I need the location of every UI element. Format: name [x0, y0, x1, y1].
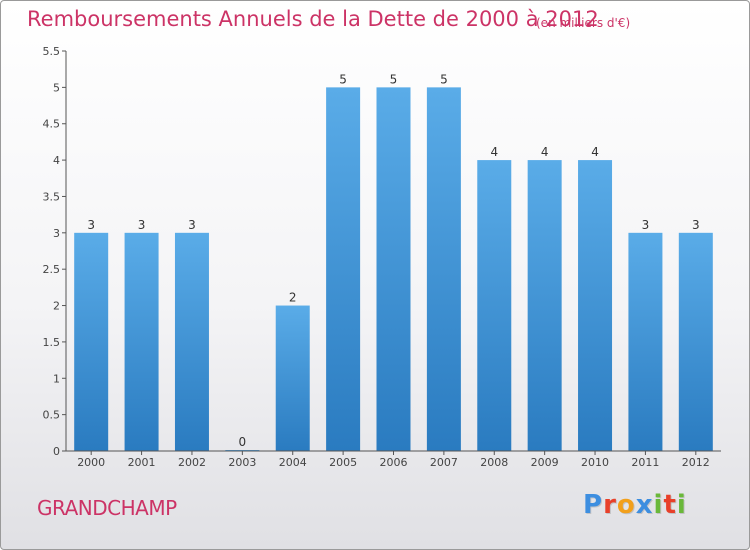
bar-2009: [527, 160, 562, 451]
data-label-2011: 3: [642, 218, 650, 232]
data-label-2008: 4: [490, 145, 498, 159]
bar-2006: [376, 87, 411, 451]
x-tick-label-2003: 2003: [228, 456, 256, 469]
y-tick-label: 3: [53, 227, 60, 240]
logo-letter: t: [663, 490, 677, 520]
data-label-2001: 3: [138, 218, 146, 232]
x-tick-label-2000: 2000: [77, 456, 105, 469]
x-tick-label-2007: 2007: [430, 456, 458, 469]
bar-2011: [628, 232, 663, 451]
bar-2001: [124, 232, 159, 451]
y-tick-label: 5: [53, 81, 60, 94]
unit-label: (en milliers d'€): [536, 16, 631, 30]
logo-letter: x: [635, 490, 654, 520]
data-label-2009: 4: [541, 145, 549, 159]
y-tick-label: 5.5: [43, 45, 61, 58]
data-label-2007: 5: [440, 72, 448, 86]
data-label-2002: 3: [188, 218, 196, 232]
data-label-2004: 2: [289, 291, 297, 305]
logo-letter: i: [676, 490, 687, 520]
data-label-2012: 3: [692, 218, 700, 232]
y-tick-label: 2.5: [43, 263, 61, 276]
bar-2010: [578, 160, 613, 451]
x-tick-label-2006: 2006: [380, 456, 408, 469]
bar-2005: [326, 87, 361, 451]
x-tick-label-2009: 2009: [531, 456, 559, 469]
x-tick-label-2012: 2012: [682, 456, 710, 469]
y-tick-label: 4: [53, 154, 60, 167]
bar-2012: [678, 232, 713, 451]
logo-letter: P: [583, 490, 604, 520]
y-tick-label: 4.5: [43, 118, 61, 131]
x-tick-label-2010: 2010: [581, 456, 609, 469]
bar-2000: [74, 232, 109, 451]
logo-letter: r: [603, 490, 617, 520]
data-label-2005: 5: [339, 72, 347, 86]
bar-2008: [477, 160, 512, 451]
x-tick-label-2008: 2008: [480, 456, 508, 469]
y-tick-label: 0: [53, 445, 60, 458]
y-tick-label: 3.5: [43, 190, 61, 203]
data-label-2003: 0: [239, 435, 247, 449]
y-tick-label: 2: [53, 300, 60, 313]
data-label-2010: 4: [591, 145, 599, 159]
x-tick-label-2005: 2005: [329, 456, 357, 469]
y-tick-label: 0.5: [43, 409, 61, 422]
bar-2004: [275, 305, 310, 451]
y-tick-label: 1: [53, 372, 60, 385]
x-tick-label-2001: 2001: [128, 456, 156, 469]
bar-2007: [426, 87, 461, 451]
logo-letter: o: [616, 490, 636, 520]
commune-name: GRANDCHAMP: [37, 496, 177, 520]
x-tick-label-2011: 2011: [631, 456, 659, 469]
x-tick-label-2004: 2004: [279, 456, 307, 469]
y-tick-label: 1.5: [43, 336, 61, 349]
data-label-2000: 3: [87, 218, 95, 232]
x-tick-label-2002: 2002: [178, 456, 206, 469]
data-label-2006: 5: [390, 72, 398, 86]
logo-letter: i: [653, 490, 664, 520]
proxiti-logo: Proxiti: [583, 490, 687, 520]
bar-2002: [174, 232, 209, 451]
chart-title: Remboursements Annuels de la Dette de 20…: [27, 7, 599, 31]
